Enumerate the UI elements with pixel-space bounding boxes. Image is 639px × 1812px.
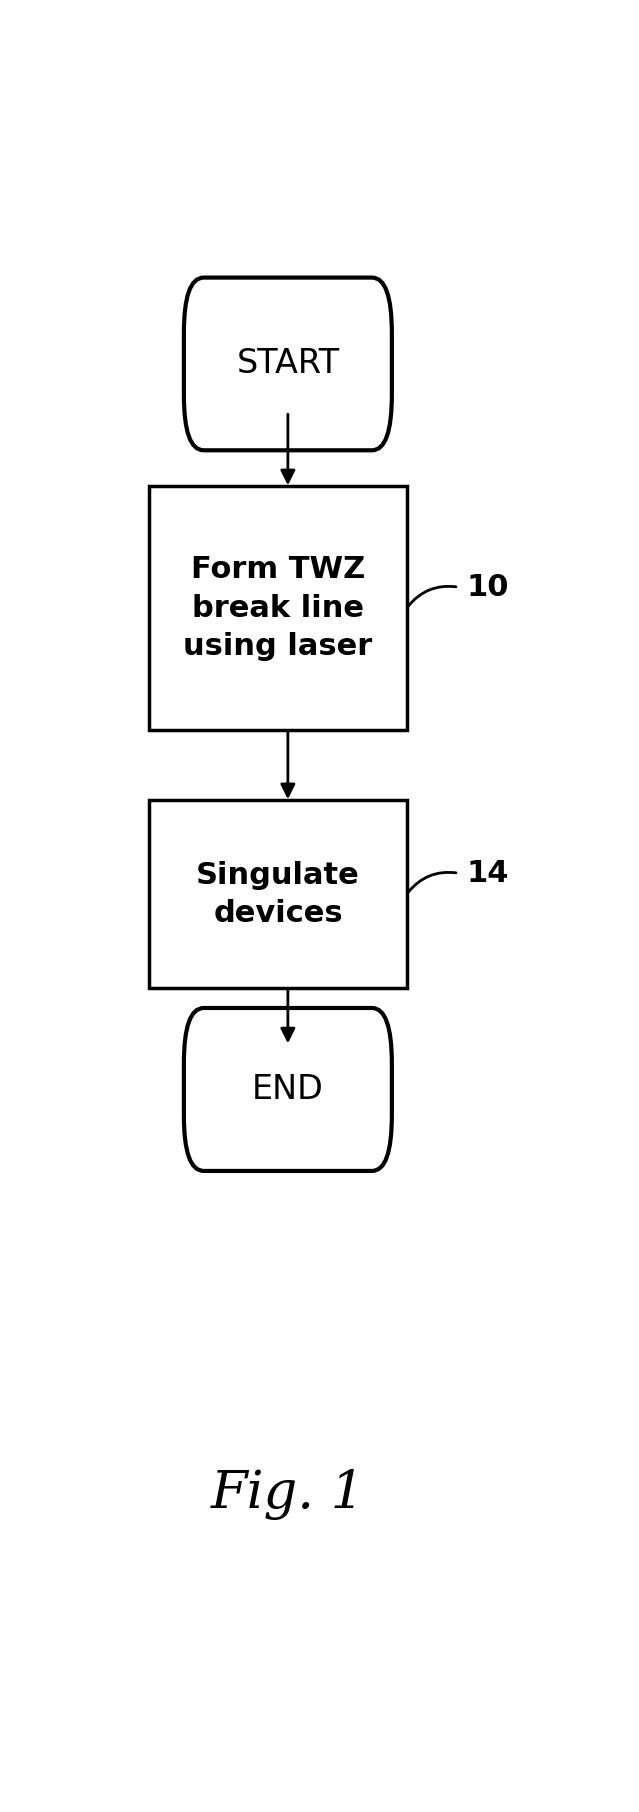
Bar [150,486,407,730]
Text: Fig. 1: Fig. 1 [211,1468,365,1520]
Text: 14: 14 [466,859,509,888]
Text: Form TWZ
break line
using laser: Form TWZ break line using laser [183,556,373,661]
Text: Singulate
devices: Singulate devices [196,861,360,928]
Bar [150,799,407,988]
Text: 10: 10 [466,573,509,602]
FancyBboxPatch shape [184,1007,392,1171]
Text: END: END [252,1073,324,1105]
FancyBboxPatch shape [184,277,392,451]
Text: START: START [236,348,339,381]
